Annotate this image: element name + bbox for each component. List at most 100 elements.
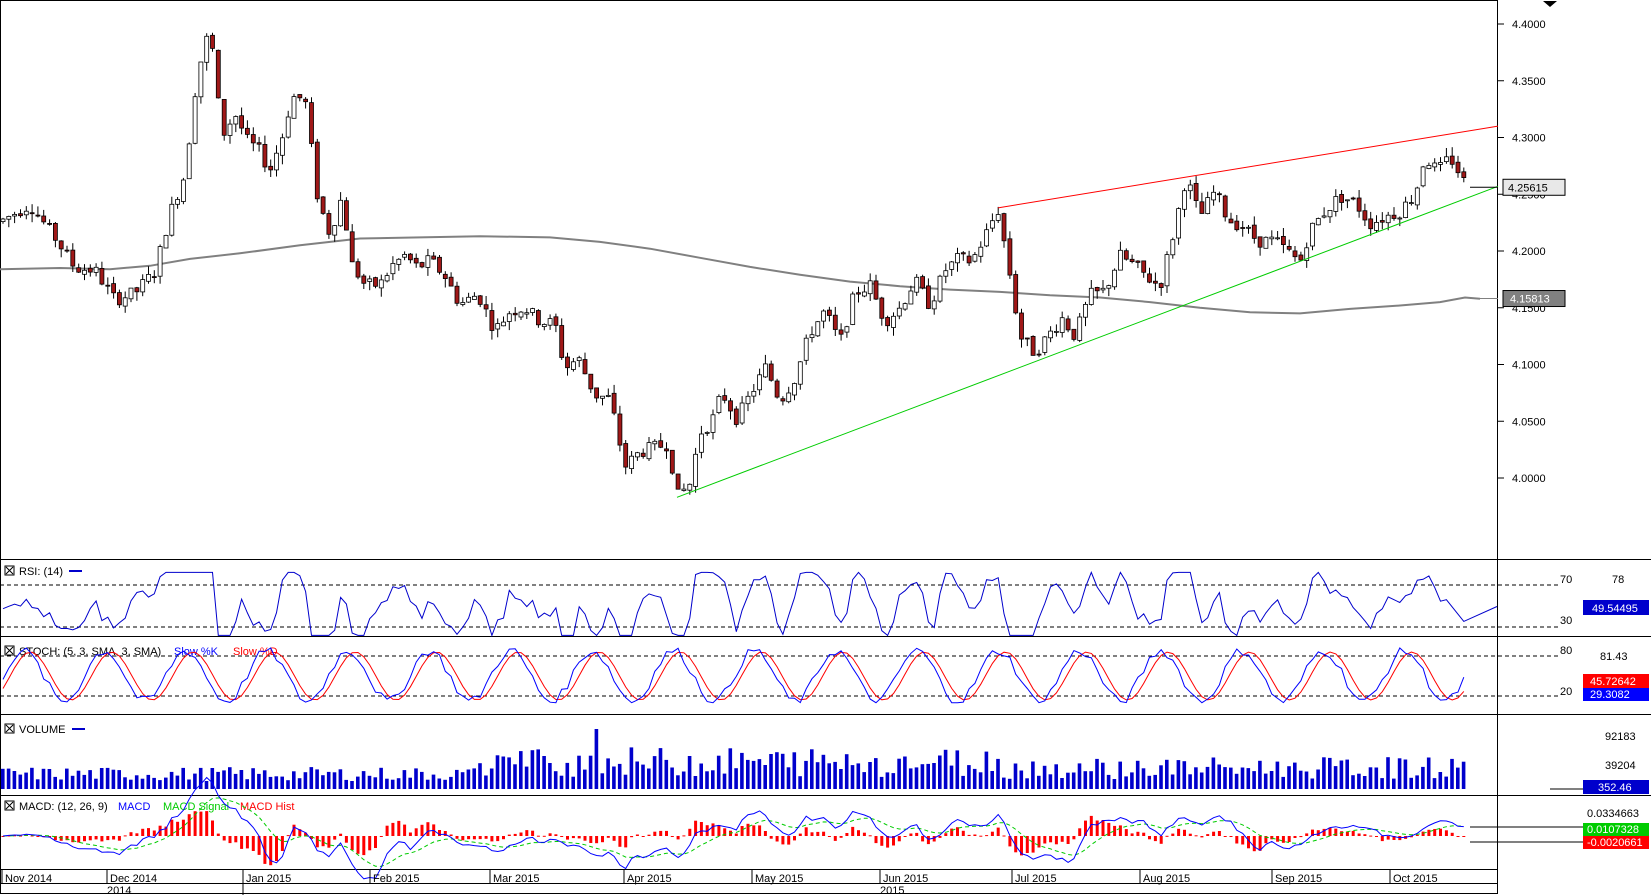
stoch-title: STOCH: (5, 3, SMA, 3, SMA) (19, 646, 161, 658)
candle-body (82, 269, 87, 275)
macd-hist-bar (1066, 836, 1070, 844)
macd-legend-signal: MACD Signal (163, 801, 229, 813)
macd-hist-bar (1415, 834, 1419, 836)
candle-body (396, 258, 402, 265)
macd-hist-bar (1462, 836, 1466, 837)
candle-body (745, 395, 751, 405)
candle-body (1350, 197, 1356, 200)
candle-body (885, 317, 890, 327)
volume-bar (635, 761, 639, 789)
macd-hist-bar (723, 828, 727, 836)
volume-bar (1426, 757, 1431, 789)
volume-bar (542, 756, 546, 789)
candle-body (1444, 156, 1449, 163)
volume-bar (262, 770, 267, 789)
volume-bar (111, 769, 116, 789)
candle-body (873, 280, 879, 300)
macd-hist-bar (1159, 836, 1163, 844)
macd-close-icon[interactable] (4, 800, 15, 811)
volume-bar (990, 771, 994, 789)
volume-bar (1293, 762, 1297, 789)
macd-hist-bar (1247, 836, 1250, 849)
candle-body (1414, 187, 1420, 206)
macd-hist-bar (566, 836, 569, 840)
volume-bar (175, 775, 180, 789)
candle-body (1391, 214, 1397, 219)
volume-bar (94, 778, 98, 789)
macd-hist-bar (292, 824, 296, 836)
rsi-close-icon[interactable] (4, 565, 15, 576)
candle-body (111, 283, 116, 294)
candle-body (1030, 335, 1036, 356)
candle-body (1100, 287, 1106, 291)
candle-body (1129, 258, 1135, 262)
volume-bar (350, 781, 354, 789)
candle-body (576, 357, 582, 362)
candle-body (1164, 254, 1170, 287)
macd-hist-bar (443, 831, 447, 836)
candle-body (419, 262, 425, 268)
volume-bar (652, 756, 657, 789)
candle-body (1461, 171, 1467, 179)
candle-body (128, 287, 134, 300)
candle-body (867, 280, 873, 295)
candle-body (728, 400, 733, 412)
x-axis: Nov 2014 Dec 2014 Jan 2015 Feb 2015 Mar 2015… (1, 870, 1438, 895)
last-price-tag (1502, 178, 1566, 196)
volume-bar (1007, 778, 1012, 789)
volume-bar (164, 777, 168, 789)
macd-hist-bar (1025, 836, 1029, 853)
macd-hist-bar (100, 836, 104, 842)
macd-hist-bar (496, 836, 500, 842)
stoch-max-label: 81.43 (1600, 651, 1628, 663)
volume-bar (722, 773, 727, 789)
macd-hist-bar (1433, 829, 1437, 836)
volume-bar (530, 750, 535, 789)
candle-body (1036, 353, 1042, 356)
volume-bar (1316, 769, 1320, 789)
rsi-close-icon-cross (5, 566, 14, 575)
macd-hist-bar (915, 832, 919, 836)
macd-hist-bar (665, 830, 668, 836)
candle-body (12, 213, 18, 217)
volume-bar (1048, 774, 1053, 789)
macd-hist-bar (275, 836, 278, 861)
candle-body (1420, 166, 1426, 187)
macd-hist-bar (257, 836, 261, 855)
volume-close-icon[interactable] (4, 723, 15, 734)
corner-marker-icon[interactable] (1543, 1, 1557, 7)
price-tick-label: 4.2000 (1512, 246, 1546, 258)
candle-body (431, 255, 437, 260)
macd-hist-bar (216, 833, 220, 836)
volume-bar (955, 750, 960, 789)
macd-hist-bar (83, 836, 86, 842)
candle-body (489, 310, 495, 331)
volume-bar (804, 760, 808, 789)
macd-hist-bar (304, 832, 308, 836)
volume-bar (862, 772, 866, 789)
volume-bar (59, 779, 63, 789)
macd-hist-bar (438, 830, 441, 836)
stoch-close-icon[interactable] (4, 645, 15, 656)
macd-hist-bar (1148, 836, 1151, 840)
candle-body (76, 267, 82, 273)
volume-bar (1362, 776, 1367, 789)
macd-hist-bar (1345, 831, 1349, 836)
candle-body (297, 94, 303, 99)
candle-body (262, 143, 268, 168)
volume-bar (588, 755, 593, 789)
candle-body (244, 127, 250, 135)
volume-bar (385, 778, 389, 789)
candle-body (390, 262, 396, 275)
volume-bar (751, 760, 756, 789)
volume-bar (1328, 757, 1332, 789)
macd-hist-bar (251, 836, 255, 851)
volume-bar (553, 771, 558, 789)
macd-hist-bar (519, 832, 523, 836)
volume-bar (1112, 779, 1117, 789)
volume-bar (321, 775, 325, 789)
volume-bar (286, 780, 290, 789)
volume-bar (280, 776, 284, 789)
macd-hist-bar (147, 828, 150, 836)
candle-body (914, 276, 920, 293)
